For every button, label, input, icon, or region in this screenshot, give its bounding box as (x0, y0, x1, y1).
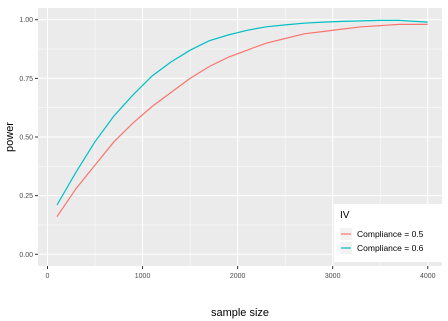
x-tick-label: 1000 (135, 273, 151, 280)
y-axis-title: power (4, 122, 16, 152)
x-tick-label: 0 (46, 273, 50, 280)
y-tick-label: 0.25 (19, 193, 33, 200)
series-line-2 (56, 19, 428, 206)
y-tick-label: 1.00 (19, 17, 33, 24)
series-line-1 (56, 23, 428, 218)
x-tick-label: 3000 (325, 273, 341, 280)
legend-label-1: Compliance = 0.5 (357, 229, 424, 239)
y-tick-label: 0.00 (19, 252, 33, 259)
y-tick-label: 0.50 (19, 135, 33, 142)
legend-label-2: Compliance = 0.6 (357, 243, 424, 253)
x-tick-label: 4000 (420, 273, 436, 280)
x-tick-label: 2000 (230, 273, 246, 280)
legend-title: IV (340, 210, 350, 221)
x-axis-title: sample size (211, 307, 269, 319)
y-tick-label: 0.75 (19, 76, 33, 83)
